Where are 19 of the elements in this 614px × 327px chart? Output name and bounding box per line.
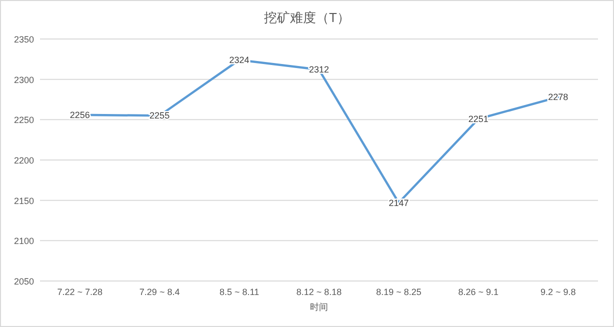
- y-tick-label: 2200: [14, 156, 34, 166]
- x-tick-label: 8.26 ~ 9.1: [458, 287, 499, 297]
- x-tick-label: 8.19 ~ 8.25: [376, 287, 422, 297]
- y-tick-label: 2250: [14, 115, 34, 126]
- chart-title: 挖矿难度（T）: [264, 10, 350, 25]
- x-tick-label: 8.12 ~ 8.18: [296, 287, 342, 297]
- x-tick-label: 9.2 ~ 9.8: [540, 287, 576, 297]
- y-tick-label: 2300: [14, 74, 34, 85]
- data-label: 2147: [388, 198, 409, 208]
- x-axis-title: 时间: [310, 302, 328, 312]
- data-label: 2278: [548, 92, 568, 102]
- data-label: 2256: [70, 110, 90, 120]
- y-tick-label: 2050: [14, 276, 34, 286]
- x-tick-label: 7.22 ~ 7.28: [57, 287, 103, 297]
- y-tick-label: 2100: [14, 236, 34, 246]
- x-tick-label: 7.29 ~ 8.4: [139, 287, 180, 297]
- x-tick-label: 8.5 ~ 8.11: [219, 287, 260, 297]
- y-tick-label: 2150: [14, 196, 34, 206]
- y-tick-label: 2350: [14, 34, 34, 44]
